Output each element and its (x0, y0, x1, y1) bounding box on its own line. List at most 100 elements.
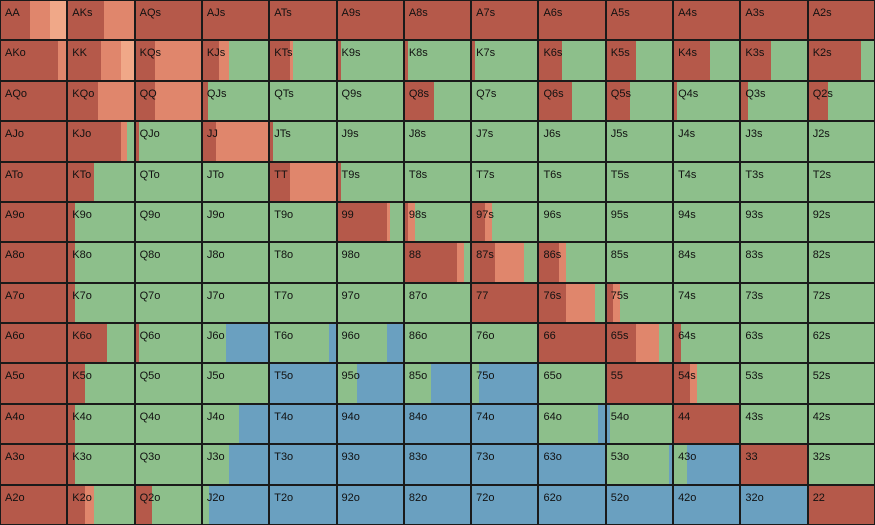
hand-cell-K2s[interactable]: K2s (807, 40, 875, 81)
hand-cell-KJo[interactable]: KJo (67, 121, 135, 162)
hand-cell-62o[interactable]: 62o (538, 484, 606, 525)
hand-cell-A3o[interactable]: A3o (0, 444, 68, 485)
hand-cell-72s[interactable]: 72s (807, 282, 875, 324)
hand-cell-ATs[interactable]: ATs (269, 0, 337, 41)
hand-cell-54o[interactable]: 54o (605, 403, 674, 445)
hand-cell-J7s[interactable]: J7s (471, 121, 539, 162)
hand-cell-Q8o[interactable]: Q8o (134, 242, 202, 283)
hand-cell-75s[interactable]: 75s (605, 282, 674, 324)
hand-cell-A8s[interactable]: A8s (403, 0, 472, 41)
hand-cell-K9s[interactable]: K9s (336, 40, 404, 81)
hand-cell-33[interactable]: 33 (740, 444, 808, 485)
hand-cell-T8s[interactable]: T8s (403, 161, 472, 202)
hand-cell-22[interactable]: 22 (807, 484, 875, 525)
hand-cell-J5o[interactable]: J5o (201, 363, 270, 404)
hand-cell-Q4o[interactable]: Q4o (134, 403, 202, 445)
hand-cell-J8o[interactable]: J8o (201, 242, 270, 283)
hand-cell-54s[interactable]: 54s (673, 363, 741, 404)
hand-cell-94o[interactable]: 94o (336, 403, 404, 445)
hand-cell-Q4s[interactable]: Q4s (673, 80, 741, 122)
hand-cell-72o[interactable]: 72o (471, 484, 539, 525)
hand-cell-T5s[interactable]: T5s (605, 161, 674, 202)
hand-cell-97o[interactable]: 97o (336, 282, 404, 324)
hand-cell-42s[interactable]: 42s (807, 403, 875, 445)
hand-cell-77[interactable]: 77 (471, 282, 539, 324)
hand-cell-T6s[interactable]: T6s (538, 161, 606, 202)
hand-cell-AJs[interactable]: AJs (201, 0, 270, 41)
hand-cell-65s[interactable]: 65s (605, 323, 674, 364)
hand-cell-Q6s[interactable]: Q6s (538, 80, 606, 122)
hand-cell-T2s[interactable]: T2s (807, 161, 875, 202)
hand-cell-KTs[interactable]: KTs (269, 40, 337, 81)
hand-cell-98o[interactable]: 98o (336, 242, 404, 283)
hand-cell-Q6o[interactable]: Q6o (134, 323, 202, 364)
hand-cell-Q9o[interactable]: Q9o (134, 201, 202, 243)
hand-cell-A2o[interactable]: A2o (0, 484, 68, 525)
hand-cell-64s[interactable]: 64s (673, 323, 741, 364)
hand-cell-86o[interactable]: 86o (403, 323, 472, 364)
hand-cell-43o[interactable]: 43o (673, 444, 741, 485)
hand-cell-T6o[interactable]: T6o (269, 323, 337, 364)
hand-cell-K4s[interactable]: K4s (673, 40, 741, 81)
hand-cell-J8s[interactable]: J8s (403, 121, 472, 162)
hand-cell-82o[interactable]: 82o (403, 484, 472, 525)
hand-cell-J4o[interactable]: J4o (201, 403, 270, 445)
hand-cell-A7o[interactable]: A7o (0, 282, 68, 324)
hand-cell-QTo[interactable]: QTo (134, 161, 202, 202)
hand-cell-K3o[interactable]: K3o (67, 444, 135, 485)
hand-cell-KQo[interactable]: KQo (67, 80, 135, 122)
hand-cell-93s[interactable]: 93s (740, 201, 808, 243)
hand-cell-96s[interactable]: 96s (538, 201, 606, 243)
hand-cell-J7o[interactable]: J7o (201, 282, 270, 324)
hand-cell-Q2o[interactable]: Q2o (134, 484, 202, 525)
hand-cell-AQo[interactable]: AQo (0, 80, 68, 122)
hand-cell-K3s[interactable]: K3s (740, 40, 808, 81)
hand-cell-85s[interactable]: 85s (605, 242, 674, 283)
hand-cell-J6s[interactable]: J6s (538, 121, 606, 162)
hand-cell-Q5s[interactable]: Q5s (605, 80, 674, 122)
hand-cell-75o[interactable]: 75o (471, 363, 539, 404)
hand-cell-95s[interactable]: 95s (605, 201, 674, 243)
hand-cell-AKs[interactable]: AKs (67, 0, 135, 41)
hand-cell-A8o[interactable]: A8o (0, 242, 68, 283)
hand-cell-88[interactable]: 88 (403, 242, 472, 283)
hand-cell-62s[interactable]: 62s (807, 323, 875, 364)
hand-cell-JTo[interactable]: JTo (201, 161, 270, 202)
hand-cell-52o[interactable]: 52o (605, 484, 674, 525)
hand-cell-32s[interactable]: 32s (807, 444, 875, 485)
hand-cell-A4o[interactable]: A4o (0, 403, 68, 445)
hand-cell-76o[interactable]: 76o (471, 323, 539, 364)
hand-cell-Q9s[interactable]: Q9s (336, 80, 404, 122)
hand-cell-T9s[interactable]: T9s (336, 161, 404, 202)
hand-cell-94s[interactable]: 94s (673, 201, 741, 243)
hand-cell-K7o[interactable]: K7o (67, 282, 135, 324)
hand-cell-Q3o[interactable]: Q3o (134, 444, 202, 485)
hand-cell-52s[interactable]: 52s (807, 363, 875, 404)
hand-cell-T3s[interactable]: T3s (740, 161, 808, 202)
hand-cell-K5o[interactable]: K5o (67, 363, 135, 404)
hand-cell-A7s[interactable]: A7s (471, 0, 539, 41)
hand-cell-96o[interactable]: 96o (336, 323, 404, 364)
hand-cell-93o[interactable]: 93o (336, 444, 404, 485)
hand-cell-84s[interactable]: 84s (673, 242, 741, 283)
hand-cell-K5s[interactable]: K5s (605, 40, 674, 81)
hand-cell-T2o[interactable]: T2o (269, 484, 337, 525)
hand-cell-A5o[interactable]: A5o (0, 363, 68, 404)
hand-cell-55[interactable]: 55 (605, 363, 674, 404)
hand-cell-Q7o[interactable]: Q7o (134, 282, 202, 324)
hand-cell-K6o[interactable]: K6o (67, 323, 135, 364)
hand-cell-K8o[interactable]: K8o (67, 242, 135, 283)
hand-cell-KQs[interactable]: KQs (134, 40, 202, 81)
hand-cell-T7s[interactable]: T7s (471, 161, 539, 202)
hand-cell-44[interactable]: 44 (673, 403, 741, 445)
hand-cell-A9s[interactable]: A9s (336, 0, 404, 41)
hand-cell-QQ[interactable]: QQ (134, 80, 202, 122)
hand-cell-84o[interactable]: 84o (403, 403, 472, 445)
hand-cell-74s[interactable]: 74s (673, 282, 741, 324)
hand-cell-KK[interactable]: KK (67, 40, 135, 81)
hand-cell-T5o[interactable]: T5o (269, 363, 337, 404)
hand-cell-73o[interactable]: 73o (471, 444, 539, 485)
hand-cell-A5s[interactable]: A5s (605, 0, 674, 41)
hand-cell-63o[interactable]: 63o (538, 444, 606, 485)
hand-cell-85o[interactable]: 85o (403, 363, 472, 404)
